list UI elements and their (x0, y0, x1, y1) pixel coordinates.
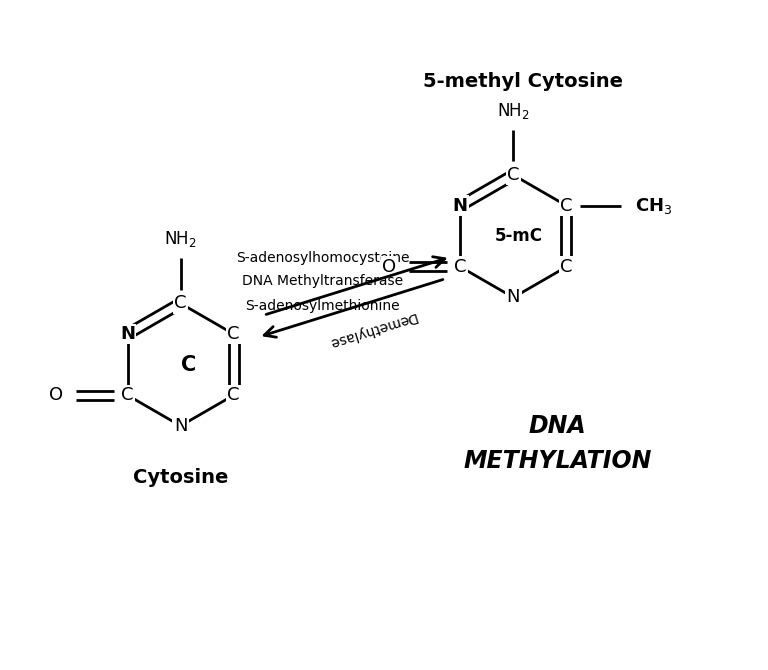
Text: N: N (174, 417, 187, 435)
Text: C: C (507, 166, 520, 184)
Text: N: N (507, 289, 520, 306)
Text: C: C (121, 386, 134, 404)
Text: DNA
METHYLATION: DNA METHYLATION (464, 414, 652, 473)
Text: S-adenosylmethionine: S-adenosylmethionine (245, 299, 399, 313)
Text: Cytosine: Cytosine (133, 468, 228, 486)
Text: CH$_3$: CH$_3$ (634, 196, 672, 216)
Text: O: O (49, 386, 64, 404)
Text: NH$_2$: NH$_2$ (497, 100, 530, 121)
Text: O: O (382, 258, 396, 276)
Text: 5-mC: 5-mC (495, 227, 542, 245)
Text: C: C (227, 386, 240, 404)
Text: C: C (180, 354, 196, 375)
Text: S-adenosylhomocysteine: S-adenosylhomocysteine (236, 251, 409, 265)
Text: Demethylase: Demethylase (326, 310, 418, 350)
Text: C: C (454, 258, 467, 276)
Text: C: C (227, 325, 240, 343)
Text: C: C (560, 196, 573, 214)
Text: C: C (174, 294, 187, 312)
Text: NH$_2$: NH$_2$ (164, 229, 197, 249)
Text: DNA Methyltransferase: DNA Methyltransferase (242, 274, 403, 288)
Text: 5-methyl Cytosine: 5-methyl Cytosine (423, 72, 624, 90)
Text: C: C (560, 258, 573, 276)
Text: N: N (120, 325, 135, 343)
Text: N: N (453, 196, 468, 214)
